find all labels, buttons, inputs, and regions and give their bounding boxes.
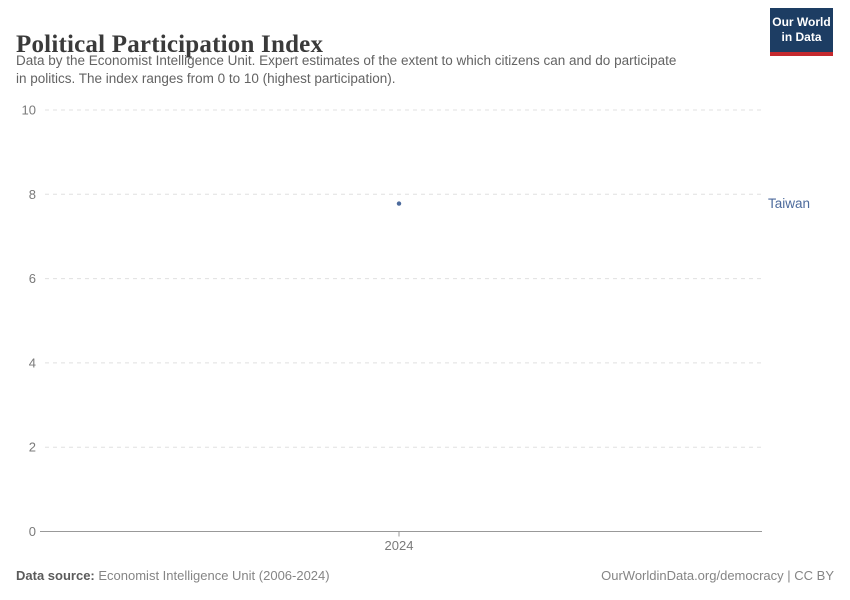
data-source-label: Data source: (16, 568, 95, 583)
y-tick-label-4: 4 (29, 355, 36, 370)
owid-logo[interactable]: Our World in Data (770, 8, 833, 56)
x-tick-label: 2024 (385, 538, 414, 553)
chart-footer: Data source: Economist Intelligence Unit… (16, 568, 834, 583)
data-source-note: Data source: Economist Intelligence Unit… (16, 568, 330, 583)
entity-label-taiwan[interactable]: Taiwan (768, 196, 810, 211)
y-tick-label-10: 10 (22, 103, 36, 118)
data-source-text: Economist Intelligence Unit (2006-2024) (94, 568, 330, 583)
data-point-taiwan[interactable] (396, 201, 402, 206)
page-title: Political Participation Index (16, 30, 324, 58)
owid-logo-line1: Our World (772, 15, 831, 29)
y-tick-label-8: 8 (29, 187, 36, 202)
y-tick-label-0: 0 (29, 524, 36, 539)
chart-subtitle: Data by the Economist Intelligence Unit.… (16, 53, 677, 86)
owid-credit-link[interactable]: OurWorldinData.org/democracy | CC BY (601, 568, 834, 583)
y-tick-label-2: 2 (29, 440, 36, 455)
owid-logo-line2: in Data (781, 30, 822, 44)
y-tick-label-6: 6 (29, 271, 36, 286)
